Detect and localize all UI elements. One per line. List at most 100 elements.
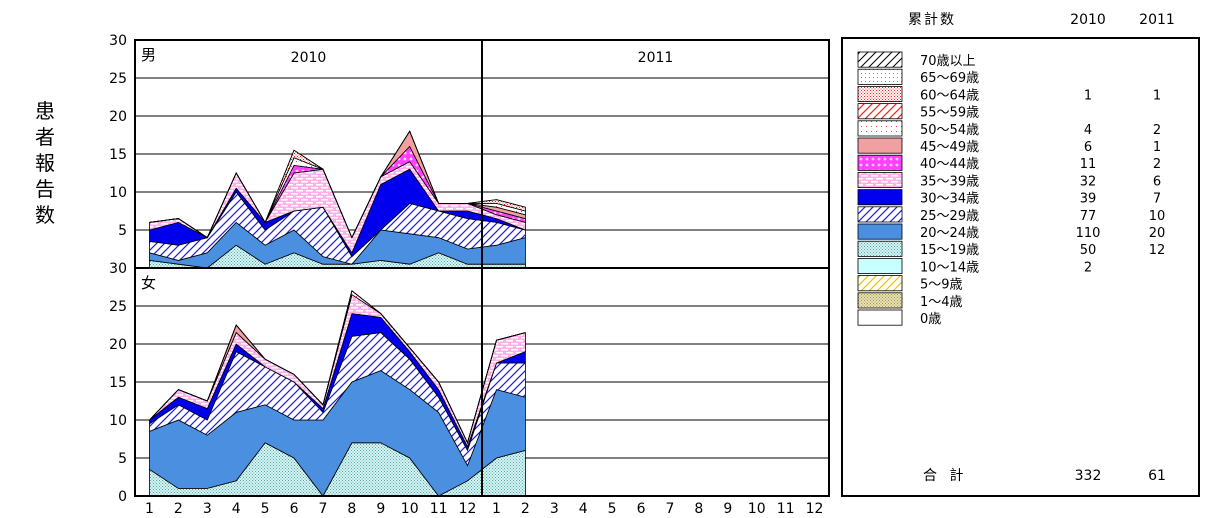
year-label-2011: 2011 <box>638 50 674 66</box>
legend-row: 70歳以上 <box>857 51 976 69</box>
legend-value-2010: 50 <box>1080 243 1097 258</box>
male-panel-label: 男 <box>141 46 156 64</box>
legend-header-label: 累計数 <box>908 12 956 28</box>
legend-row: 20～24歳 110 20 <box>857 223 1166 241</box>
x-tick-label: 5 <box>608 501 617 517</box>
male-y-tick-label: 10 <box>109 185 127 201</box>
x-tick-label: 5 <box>261 501 270 517</box>
legend-label: 70歳以上 <box>920 54 976 69</box>
legend-label: 15～19歳 <box>920 243 979 258</box>
legend-value-2010: 77 <box>1080 209 1097 224</box>
legend-row: 5～9歳 <box>857 275 963 293</box>
legend-row: 50～54歳 4 2 <box>857 120 1161 138</box>
legend-row: 55～59歳 <box>857 103 979 121</box>
legend-value-2011: 10 <box>1149 209 1166 224</box>
legend-label: 65～69歳 <box>920 71 979 86</box>
x-tick-label: 1 <box>492 501 501 517</box>
legend-swatch <box>857 137 903 154</box>
legend-label: 0歳 <box>920 312 941 327</box>
x-tick-label: 9 <box>376 501 385 517</box>
legend-swatch <box>857 189 903 206</box>
female-y-tick-label: 20 <box>109 337 127 353</box>
year-label-2010: 2010 <box>291 50 327 66</box>
legend-value-2011: 7 <box>1153 192 1161 207</box>
female-area-70歳以上 <box>149 290 526 444</box>
y-axis-title-char: 者 <box>35 125 55 149</box>
x-tick-label: 2 <box>521 501 530 517</box>
x-tick-label: 2 <box>174 501 183 517</box>
legend-value-2010: 11 <box>1080 157 1097 172</box>
legend-swatch <box>857 68 903 85</box>
legend-value-2011: 12 <box>1149 243 1166 258</box>
x-tick-label: 3 <box>203 501 212 517</box>
y-axis-title-char: 告 <box>35 177 55 201</box>
x-tick-label: 12 <box>459 501 477 517</box>
legend-swatch <box>857 240 903 257</box>
female-panel: 30 25 20 15 10 5 0 女 <box>109 261 830 505</box>
legend-swatch <box>857 309 903 326</box>
legend-value-2011: 20 <box>1149 226 1166 241</box>
legend-label: 30～34歳 <box>920 192 979 207</box>
female-y-tick-label: 10 <box>109 413 127 429</box>
legend-value-2011: 6 <box>1153 174 1161 189</box>
legend-row: 0歳 <box>857 309 941 327</box>
x-tick-label: 1 <box>145 501 154 517</box>
legend-value-2010: 2 <box>1084 260 1092 275</box>
legend-label: 50～54歳 <box>920 123 979 138</box>
legend-row: 65～69歳 <box>857 68 979 86</box>
male-area-70歳以上 <box>149 130 526 239</box>
legend-swatch <box>857 86 903 103</box>
legend-swatch <box>857 206 903 223</box>
legend-swatch <box>857 120 903 137</box>
legend-swatch <box>857 223 903 240</box>
legend-total-label: 合 計 <box>923 468 967 484</box>
legend-row: 60～64歳 1 1 <box>857 86 1161 103</box>
male-y-tick-label: 5 <box>118 223 127 239</box>
female-y-tick-label: 0 <box>118 489 127 505</box>
legend-label: 25～29歳 <box>920 209 979 224</box>
legend-value-2011: 1 <box>1153 140 1161 155</box>
x-axis-ticks: 1 2 3 4 5 6 7 8 9 10 11 12 1 2 3 4 5 6 7 8 9 10 11 12 <box>145 501 823 517</box>
legend-row: 1～4歳 <box>857 292 963 310</box>
legend-value-2011: 2 <box>1153 123 1161 138</box>
x-tick-label: 12 <box>806 501 824 517</box>
y-axis-title-char: 報 <box>35 151 55 175</box>
x-tick-label: 11 <box>777 501 795 517</box>
legend-label: 60～64歳 <box>920 88 979 103</box>
x-tick-label: 7 <box>318 501 327 517</box>
female-panel-label: 女 <box>141 274 156 292</box>
legend-label: 1～4歳 <box>920 295 963 310</box>
male-y-tick-label: 25 <box>109 71 127 87</box>
legend-row: 40～44歳 11 2 <box>857 154 1161 172</box>
legend-row: 15～19歳 50 12 <box>857 240 1166 258</box>
x-tick-label: 8 <box>347 501 356 517</box>
female-y-tick-label: 5 <box>118 451 127 467</box>
y-axis-title-char: 患 <box>35 99 55 123</box>
female-frame <box>134 267 830 497</box>
x-tick-label: 9 <box>723 501 732 517</box>
legend-row: 45～49歳 6 1 <box>857 137 1161 155</box>
legend-label: 20～24歳 <box>920 226 979 241</box>
x-tick-label: 8 <box>694 501 703 517</box>
legend-value-2011: 1 <box>1153 88 1161 103</box>
x-tick-label: 6 <box>637 501 646 517</box>
legend-swatch <box>857 154 903 171</box>
female-y-tick-label: 15 <box>109 375 127 391</box>
legend-total-2010: 332 <box>1075 468 1102 484</box>
legend-value-2010: 32 <box>1080 174 1097 189</box>
legend-label: 5～9歳 <box>920 278 963 293</box>
legend-label: 40～44歳 <box>920 157 979 172</box>
legend-label: 55～59歳 <box>920 106 979 121</box>
male-panel: 30 25 20 15 10 5 男 2010 2011 <box>109 33 830 269</box>
legend-label: 10～14歳 <box>920 260 979 275</box>
male-y-tick-label: 20 <box>109 109 127 125</box>
legend-swatch <box>857 171 903 188</box>
legend-value-2010: 110 <box>1076 226 1101 241</box>
legend-swatch <box>857 275 903 292</box>
legend-swatch <box>857 51 903 68</box>
legend-row: 35～39歳 32 6 <box>857 171 1161 189</box>
male-y-tick-label: 15 <box>109 147 127 163</box>
